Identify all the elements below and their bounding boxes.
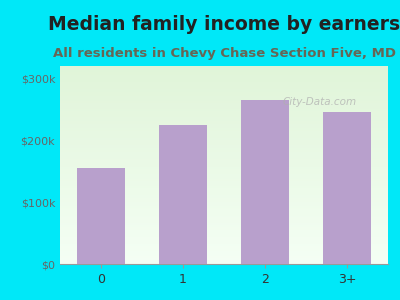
Bar [241, 100, 289, 264]
Bar [77, 168, 125, 264]
Text: All residents in Chevy Chase Section Five, MD: All residents in Chevy Chase Section Fiv… [52, 46, 396, 59]
Text: Median family income by earners: Median family income by earners [48, 15, 400, 34]
Text: City-Data.com: City-Data.com [283, 97, 357, 106]
Bar [159, 125, 207, 264]
Bar [323, 112, 371, 264]
